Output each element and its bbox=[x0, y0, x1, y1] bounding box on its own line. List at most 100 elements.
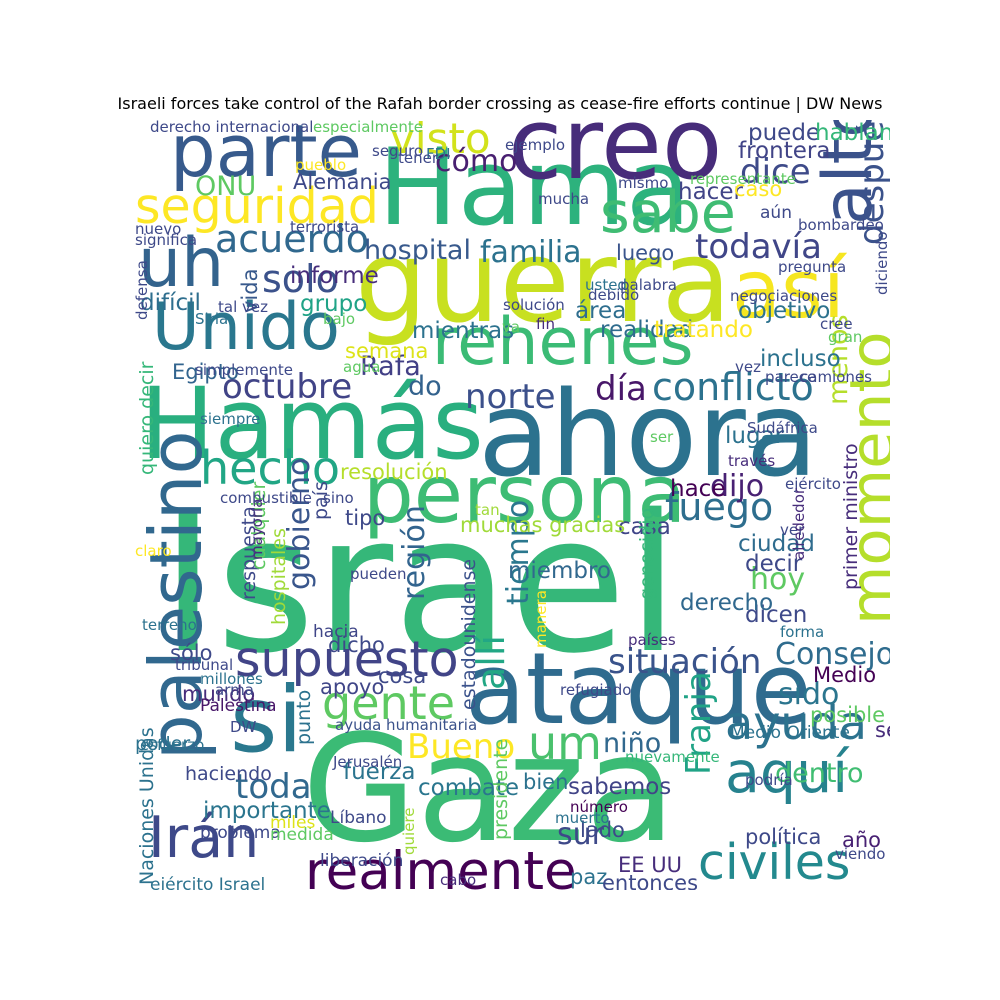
word-frontera: frontera bbox=[738, 138, 831, 164]
word-combate: combate bbox=[418, 775, 519, 801]
word-region: región bbox=[397, 505, 432, 600]
word-onu: ONU bbox=[195, 171, 257, 202]
word-podria: podría bbox=[745, 771, 793, 789]
word-fin: fin bbox=[536, 315, 555, 333]
word-caso: caso bbox=[734, 177, 783, 201]
word-ejemplo: ejemplo bbox=[505, 136, 566, 154]
word-simplemente: simplemente bbox=[195, 361, 293, 379]
word-dice: dice bbox=[740, 152, 811, 192]
word-problema: problema bbox=[200, 823, 281, 843]
word-mucha: mucha bbox=[538, 190, 590, 208]
word-decir: decir bbox=[745, 551, 803, 577]
word-debido: debido bbox=[588, 286, 640, 304]
word-ayuda: ayuda bbox=[725, 696, 867, 750]
word-mundo: mundo bbox=[182, 682, 256, 706]
word-ciudad: ciudad bbox=[738, 531, 815, 557]
word-defensa: defensa bbox=[133, 260, 151, 320]
word-gaza: Gaza bbox=[302, 703, 676, 875]
word-sido: sido bbox=[778, 677, 840, 712]
word-arma: arma bbox=[215, 681, 254, 699]
word-bombardeo: bombardeo bbox=[798, 216, 884, 234]
word-paises: países bbox=[628, 631, 676, 649]
word-hecho: hecho bbox=[200, 441, 341, 495]
word-guerra: guerra bbox=[355, 215, 732, 348]
word-haciendo: haciendo bbox=[185, 763, 272, 785]
word-tener: tener bbox=[398, 149, 439, 167]
word-punto: punto bbox=[293, 689, 315, 745]
word-si: si bbox=[230, 668, 303, 773]
word-miles: miles bbox=[270, 813, 316, 833]
word-cloud: Israel Gaza ahora ataque guerra Hama creo Hamás… bbox=[130, 120, 890, 890]
word-pueblo: pueblo bbox=[295, 156, 347, 174]
word-dentro: dentro bbox=[775, 758, 864, 789]
word-hamas: Hamás bbox=[140, 367, 484, 482]
word-civiles: civiles bbox=[698, 834, 851, 890]
word-incluso: incluso bbox=[760, 346, 841, 372]
word-realmente: realmente bbox=[305, 841, 577, 890]
word-medio-oriente: Medio Oriente bbox=[730, 723, 850, 743]
word-terrorista: terrorista bbox=[290, 218, 360, 236]
word-sudafrica: Sudáfrica bbox=[747, 419, 818, 437]
word-lugar: lugar bbox=[725, 423, 785, 449]
word-tipo: tipo bbox=[345, 506, 386, 530]
word-aqui: aquí bbox=[725, 740, 849, 806]
word-dicho: dicho bbox=[328, 633, 385, 657]
word-todavia: todavía bbox=[695, 227, 822, 267]
word-combustible: combustible bbox=[220, 489, 312, 507]
word-parte: parte bbox=[170, 120, 362, 193]
word-solucion: solución bbox=[503, 296, 565, 314]
word-fdi: FDI bbox=[426, 145, 451, 163]
word-norte: norte bbox=[465, 377, 556, 417]
word-representante: representante bbox=[690, 170, 796, 188]
word-area: área bbox=[575, 298, 627, 324]
word-primer-ministro: primer ministro bbox=[840, 443, 862, 590]
word-forma: forma bbox=[780, 623, 825, 641]
word-diciendo: diciendo bbox=[873, 231, 890, 295]
word-conflicto: conflicto bbox=[652, 365, 814, 409]
word-sur: sur bbox=[557, 817, 604, 852]
word-asi: así bbox=[732, 243, 845, 336]
word-manera: manera bbox=[532, 590, 550, 648]
word-vez: vez bbox=[735, 358, 761, 376]
word-israel: Israel bbox=[160, 474, 680, 695]
word-consejo: Consejo bbox=[775, 637, 890, 672]
word-esfuerzo: esfuerzo bbox=[140, 736, 205, 754]
word-persona: persona bbox=[363, 448, 687, 541]
word-apoyo: apoyo bbox=[320, 675, 385, 699]
word-cree: cree bbox=[820, 315, 853, 333]
word-ano: año bbox=[842, 828, 882, 852]
word-uh: uh bbox=[138, 224, 225, 303]
word-hablando: hablando bbox=[815, 120, 890, 146]
word-refugiado: refugiado bbox=[560, 681, 632, 699]
word-como: cómo bbox=[435, 144, 518, 179]
word-politica: política bbox=[745, 825, 822, 849]
word-unido: Unido bbox=[152, 290, 340, 365]
word-iran: Irán bbox=[148, 805, 260, 871]
word-hace: hace bbox=[670, 476, 726, 502]
word-sino: sino bbox=[323, 489, 354, 507]
word-ahora: ahora bbox=[478, 365, 819, 503]
word-familia: familia bbox=[480, 235, 582, 270]
word-parece: parece bbox=[765, 368, 817, 386]
word-nuevo: nuevo bbox=[135, 220, 182, 238]
word-claro: claro bbox=[135, 542, 172, 560]
word-luego: luego bbox=[616, 241, 675, 265]
word-miembro: miembro bbox=[508, 558, 611, 584]
word-dicen: dicen bbox=[745, 602, 808, 628]
word-liberacion: liberación bbox=[320, 851, 404, 871]
word-lado: lado bbox=[580, 818, 625, 842]
word-um: um bbox=[528, 716, 602, 770]
word-cosa: cosa bbox=[378, 664, 427, 688]
word-nino: niño bbox=[603, 728, 662, 759]
word-hoy: hoy bbox=[750, 562, 806, 597]
word-usted: usted bbox=[585, 276, 627, 294]
word-gente: gente bbox=[322, 676, 455, 730]
word-dia: día bbox=[595, 369, 647, 409]
word-entonces: entonces bbox=[602, 871, 699, 891]
word-tal-vez: tal vez bbox=[218, 298, 268, 316]
word-seguridad: seguridad bbox=[135, 178, 379, 235]
word-solo: solo bbox=[262, 257, 339, 301]
word-posible: posible bbox=[810, 703, 886, 727]
word-cabo: cabo bbox=[440, 871, 477, 889]
word-dw: DW bbox=[230, 718, 257, 736]
